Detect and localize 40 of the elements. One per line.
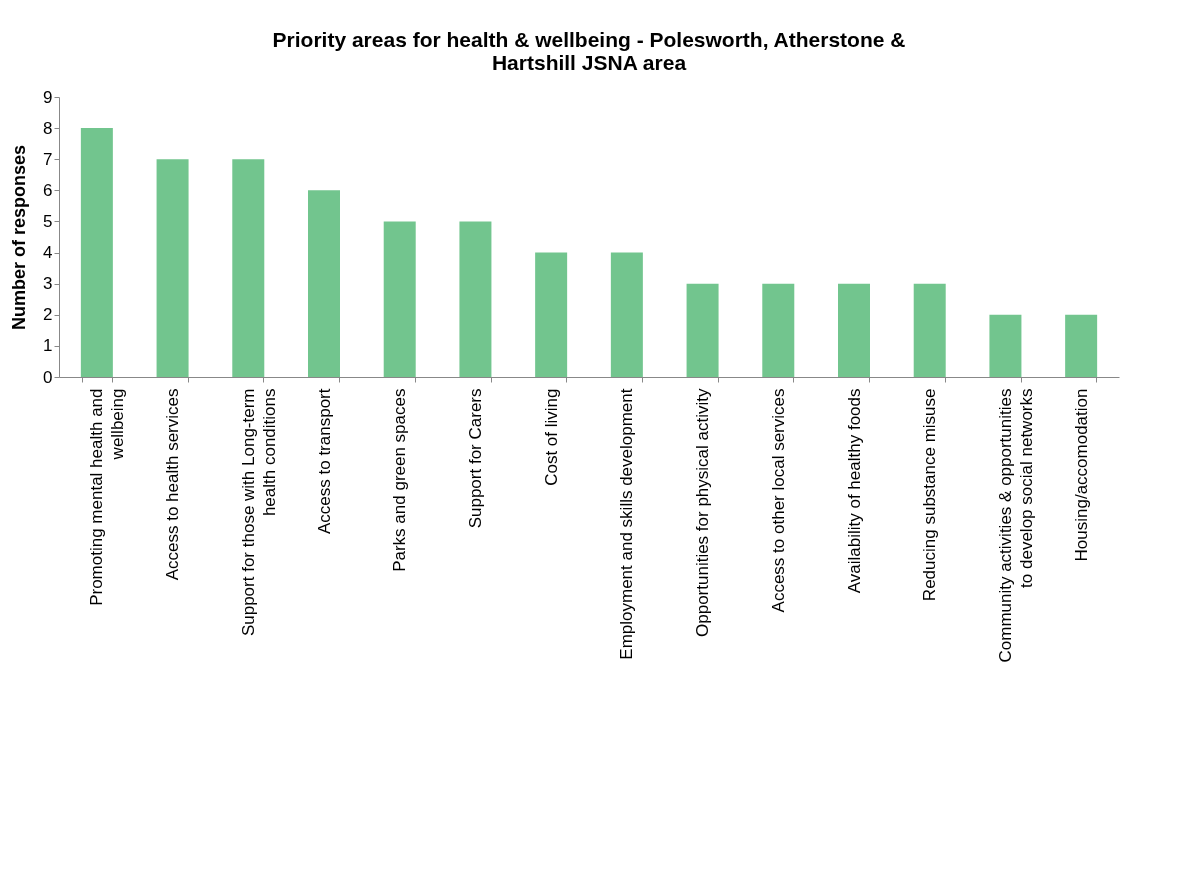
bar [535, 252, 568, 377]
x-tick-label: Access to health services [163, 388, 183, 581]
y-axis-title: Number of responses [9, 144, 30, 331]
bar [762, 283, 795, 377]
bar [838, 283, 870, 377]
bar [1065, 314, 1098, 377]
bar [383, 221, 416, 377]
x-tick-label: Access to transport [314, 388, 334, 535]
x-tick-label: Support for those with Long-term health conditions [238, 388, 279, 637]
y-tick-label: 0 [43, 367, 53, 387]
bar [610, 252, 643, 377]
bar [989, 314, 1022, 377]
x-tick-label: Support for Carers [465, 388, 485, 529]
y-tick-label: 6 [43, 180, 53, 200]
bar [459, 221, 492, 377]
x-tick-label: Opportunities for physical activity [693, 388, 713, 637]
chart-title: Priority areas for health & wellbeing - Polesworth, Atherstone & Hartshill JSNA area [272, 28, 906, 74]
y-tick-label: 9 [43, 87, 53, 107]
x-tick-label: Availability of healthy foods [844, 388, 864, 594]
bar [80, 128, 113, 377]
x-tick-label: Housing/accomodation [1071, 388, 1091, 562]
bar [913, 283, 946, 377]
bar [308, 190, 340, 377]
x-tick-label: Cost of living [541, 388, 561, 486]
bar [686, 283, 719, 377]
x-tick-label: Parks and green spaces [390, 388, 410, 572]
bar [232, 159, 265, 377]
y-tick-label: 4 [43, 243, 53, 263]
y-tick-label: 8 [43, 118, 53, 138]
bar [156, 159, 189, 377]
x-tick-label: Employment and skills development [617, 388, 637, 660]
y-tick-label: 2 [43, 305, 53, 325]
x-tick-label: Community activities & opportunities to develop social networks [995, 388, 1036, 663]
y-tick-label: 1 [43, 336, 53, 356]
x-tick-label: Access to other local services [768, 388, 788, 613]
y-tick-label: 5 [43, 211, 53, 231]
y-tick-label: 3 [43, 274, 53, 294]
x-tick-label: Promoting mental health and wellbeing [87, 388, 128, 606]
x-tick-label: Reducing substance misuse [920, 388, 940, 602]
y-tick-label: 7 [43, 149, 53, 169]
